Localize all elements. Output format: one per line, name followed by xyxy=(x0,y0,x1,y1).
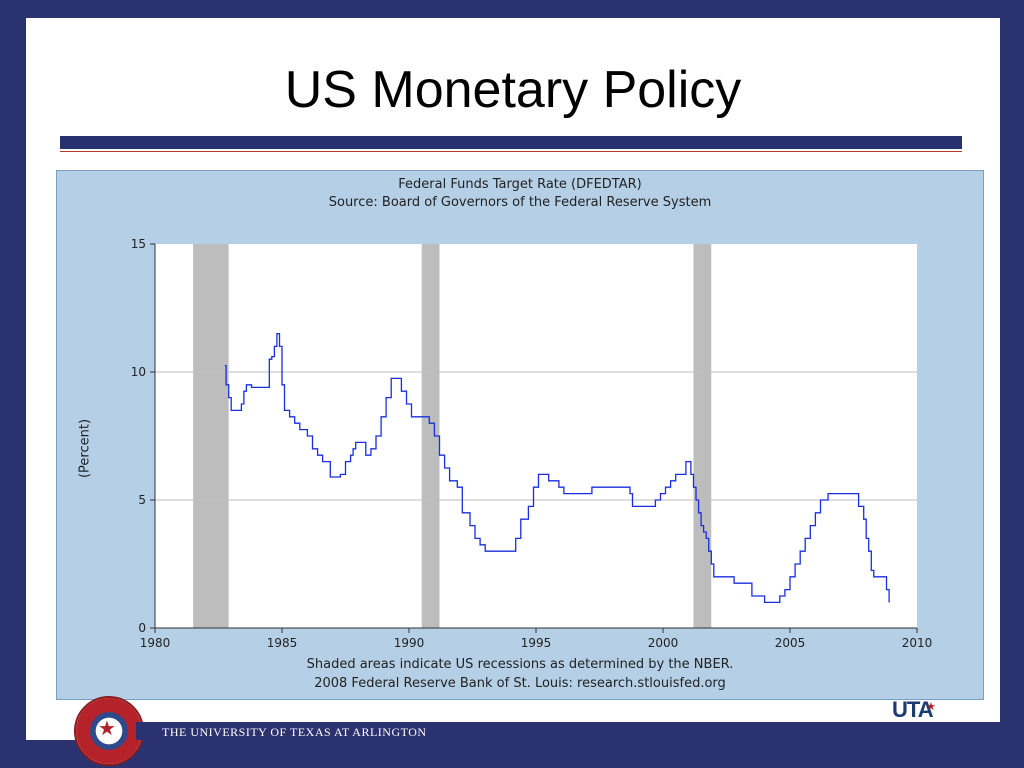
chart-title: Federal Funds Target Rate (DFEDTAR) xyxy=(398,177,642,192)
footer-university-name: THE UNIVERSITY OF TEXAS AT ARLINGTON xyxy=(162,725,427,739)
title-rule-accent xyxy=(60,151,962,152)
x-tick-label: 2005 xyxy=(775,636,806,650)
y-tick-label: 10 xyxy=(131,365,146,379)
y-tick-label: 15 xyxy=(131,237,146,251)
slide: US Monetary Policy Federal Funds Target … xyxy=(26,18,1000,740)
footer-bar xyxy=(136,722,1000,740)
chart-note-source: 2008 Federal Reserve Bank of St. Louis: … xyxy=(314,676,726,691)
x-tick-label: 2000 xyxy=(648,636,679,650)
chart-plot: 0 5 10 15 1980 1985 1990 1995 2000 2005 2010 xyxy=(131,237,933,650)
x-tick-label: 1985 xyxy=(267,636,298,650)
x-tick-label: 1995 xyxy=(521,636,552,650)
chart-note-recessions: Shaded areas indicate US recessions as d… xyxy=(306,657,734,672)
slide-title: US Monetary Policy xyxy=(284,61,742,119)
recession-band xyxy=(421,244,440,628)
x-tick-label: 1980 xyxy=(140,636,171,650)
seal-star-icon: ★ xyxy=(98,718,116,740)
recession-band xyxy=(693,244,712,628)
chart-subtitle: Source: Board of Governors of the Federa… xyxy=(328,195,712,210)
chart-panel: Federal Funds Target Rate (DFEDTAR) Sour… xyxy=(56,170,984,700)
x-tick-label: 2010 xyxy=(902,636,933,650)
recession-band xyxy=(193,244,229,628)
x-tick-label: 1990 xyxy=(394,636,425,650)
series-line xyxy=(224,332,890,604)
uta-logo: UTA xyxy=(892,697,934,722)
y-tick-label: 5 xyxy=(138,493,146,507)
y-tick-label: 0 xyxy=(138,621,146,635)
plot-area xyxy=(155,244,917,628)
title-rule xyxy=(60,136,962,149)
uta-logo-star-icon: ★ xyxy=(926,701,936,713)
